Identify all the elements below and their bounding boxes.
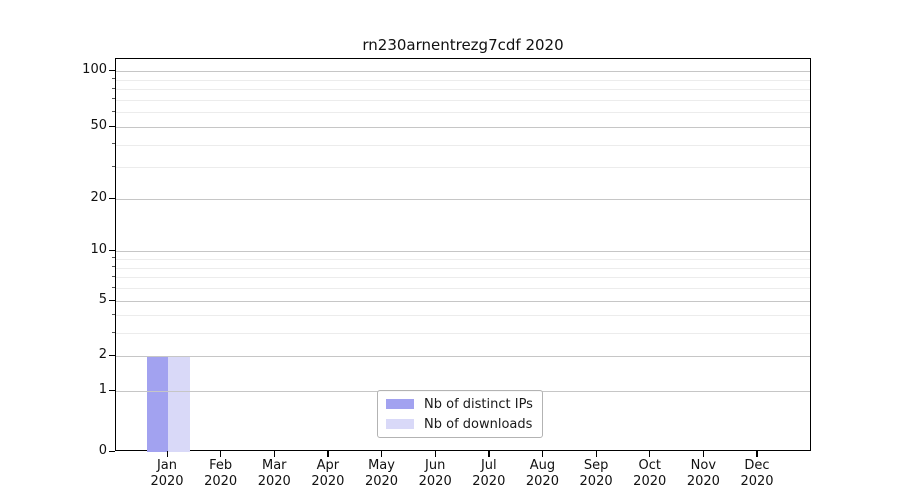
y-axis-minor-tick (112, 98, 115, 100)
gridline-minor (116, 315, 810, 317)
x-axis-tick (756, 451, 758, 457)
gridline-minor (116, 144, 810, 146)
bar-downloads-jan (168, 356, 190, 452)
legend-item-distinct-ips: Nb of distinct IPs (386, 396, 534, 412)
y-axis-tick (109, 69, 115, 71)
gridline-major (116, 71, 810, 72)
y-axis-minor-tick (112, 286, 115, 288)
gridline-minor (116, 167, 810, 169)
x-axis-tick-label: Feb 2020 (204, 458, 238, 489)
legend: Nb of distinct IPs Nb of downloads (377, 390, 543, 438)
gridline-major (116, 127, 810, 128)
x-axis-tick-label: Sep 2020 (579, 458, 613, 489)
y-axis-tick-label: 10 (90, 242, 107, 257)
chart-title: rn230arnentrezg7cdf 2020 (362, 36, 564, 54)
plot-area (115, 58, 811, 452)
y-axis-tick-label: 100 (82, 62, 107, 77)
x-axis-tick (220, 451, 222, 457)
x-axis-tick-label: May 2020 (364, 458, 399, 489)
y-axis-minor-tick (112, 275, 115, 277)
bar-distinct-ips-jan (146, 356, 168, 452)
legend-label-distinct-ips: Nb of distinct IPs (424, 396, 533, 412)
y-axis-minor-tick (112, 331, 115, 333)
bars-layer (116, 59, 810, 452)
gridline-minor (116, 277, 810, 279)
x-axis-tick-label: Jul 2020 (472, 458, 506, 489)
x-axis-tick (434, 451, 436, 457)
y-axis-minor-tick (112, 87, 115, 89)
y-axis-minor-tick (112, 110, 115, 112)
y-axis-tick (109, 450, 115, 452)
gridline-major (116, 301, 810, 302)
x-axis-tick-label: Oct 2020 (633, 458, 667, 489)
x-axis-tick-label: Dec 2020 (740, 458, 774, 489)
x-axis-tick (166, 451, 168, 457)
x-axis-tick (595, 451, 597, 457)
y-axis-tick-label: 2 (98, 347, 107, 362)
x-axis-tick-label: Jan 2020 (150, 458, 184, 489)
y-axis-tick (109, 299, 115, 301)
x-axis-tick-label: Jun 2020 (418, 458, 452, 489)
grid-layer (116, 59, 810, 450)
x-axis-tick-label: Aug 2020 (525, 458, 559, 489)
y-axis-tick (109, 354, 115, 356)
legend-item-downloads: Nb of downloads (386, 416, 534, 432)
x-axis-tick (327, 451, 329, 457)
x-axis-tick-label: Nov 2020 (686, 458, 720, 489)
legend-swatch-downloads (386, 419, 414, 429)
x-axis-tick (273, 451, 275, 457)
gridline-minor (116, 79, 810, 81)
gridline-minor (116, 112, 810, 114)
y-axis-minor-tick (112, 266, 115, 268)
y-axis-tick-label: 20 (90, 190, 107, 205)
legend-swatch-distinct-ips (386, 399, 414, 409)
x-axis-tick-label: Apr 2020 (311, 458, 345, 489)
y-axis-tick-label: 5 (98, 292, 107, 307)
x-axis-tick (702, 451, 705, 457)
y-axis-minor-tick (112, 143, 115, 145)
y-axis-minor-tick (112, 313, 115, 315)
gridline-minor (116, 89, 810, 91)
x-axis-tick (488, 451, 490, 457)
y-axis-tick (109, 389, 115, 391)
x-axis-tick (381, 451, 383, 457)
gridline-minor (116, 258, 810, 260)
legend-label-downloads: Nb of downloads (424, 416, 533, 432)
gridline-minor (116, 333, 810, 335)
y-axis-tick (109, 125, 115, 127)
gridline-minor (116, 267, 810, 269)
y-axis-tick (109, 197, 115, 199)
y-axis-tick-label: 0 (98, 443, 107, 458)
x-axis-tick (649, 451, 651, 457)
y-axis-minor-tick (112, 257, 115, 259)
gridline-minor (116, 99, 810, 101)
gridline-minor (116, 288, 810, 290)
y-axis-tick-label: 1 (98, 382, 107, 397)
gridline-major (116, 199, 810, 200)
gridline-major (116, 356, 810, 357)
y-axis-minor-tick (112, 78, 115, 80)
y-axis-tick (109, 249, 115, 251)
y-axis-minor-tick (112, 165, 115, 167)
y-axis-tick-label: 50 (90, 118, 107, 133)
x-axis-tick-label: Mar 2020 (257, 458, 291, 489)
x-axis-tick (541, 451, 544, 457)
gridline-major (116, 251, 810, 252)
